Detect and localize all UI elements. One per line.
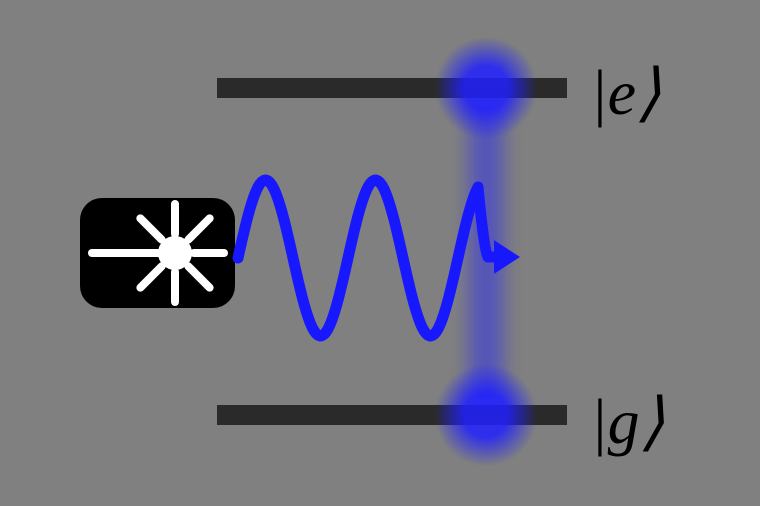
photon-wave xyxy=(0,0,760,506)
